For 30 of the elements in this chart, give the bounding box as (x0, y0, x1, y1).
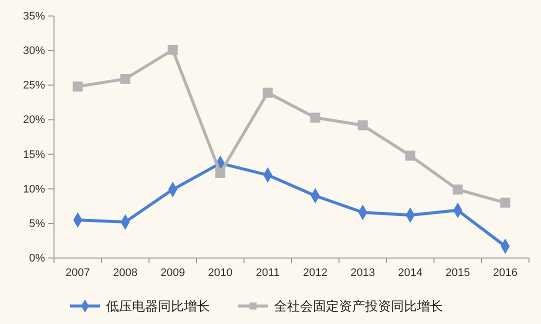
point (72, 82, 83, 92)
point (262, 88, 273, 98)
point (500, 198, 510, 208)
legend-label: 低压电器同比增长 (106, 300, 210, 315)
point (310, 112, 320, 123)
x-tick-label: 2009 (160, 266, 185, 279)
legend-label: 全社会固定资产投资同比增长 (274, 300, 443, 315)
x-tick-label: 2012 (303, 266, 328, 279)
x-tick-label: 2013 (350, 266, 375, 279)
point (452, 184, 463, 195)
y-tick-label: 35% (22, 10, 46, 23)
point (120, 74, 130, 84)
y-tick-label: 10% (22, 183, 46, 196)
x-tick-label: 2010 (208, 266, 232, 279)
x-tick-label: 2014 (398, 266, 422, 279)
point (358, 120, 368, 130)
y-tick-label: 5% (29, 218, 46, 230)
y-tick-label: 30% (22, 45, 46, 58)
point (215, 168, 226, 178)
x-tick-label: 2016 (493, 266, 518, 279)
x-tick-label: 2008 (113, 266, 138, 279)
y-tick-label: 15% (22, 148, 46, 161)
point (405, 150, 416, 161)
x-tick-label: 2007 (66, 266, 90, 279)
point (168, 44, 178, 55)
x-tick-label: 2015 (446, 266, 470, 279)
y-tick-label: 25% (22, 80, 46, 92)
y-tick-label: 0% (29, 252, 46, 265)
x-tick-label: 2011 (256, 266, 280, 279)
y-tick-label: 20% (22, 114, 46, 126)
